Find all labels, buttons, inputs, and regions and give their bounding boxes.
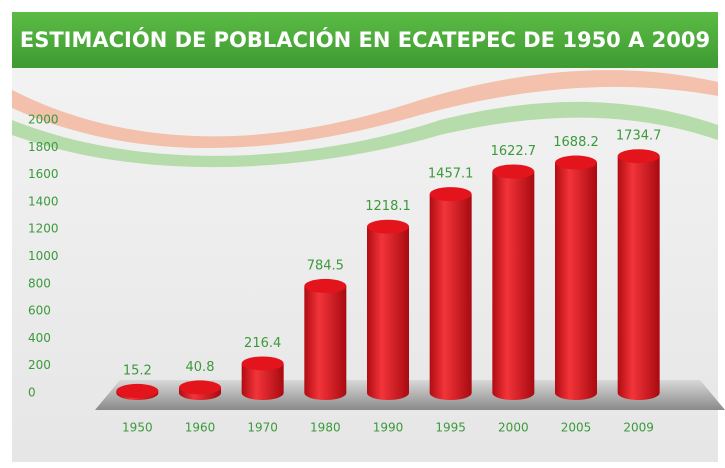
bar-top: [179, 380, 221, 394]
value-label: 1688.2: [553, 135, 599, 150]
bar-top: [367, 220, 409, 234]
bar: [367, 227, 409, 400]
bar: [304, 286, 346, 400]
bar: [430, 194, 472, 400]
bar: [555, 163, 597, 400]
chart: ESTIMACIÓN DE POBLACIÓN EN ECATEPEC DE 1…: [0, 0, 725, 468]
x-tick-label: 1990: [373, 421, 404, 435]
value-label: 1622.7: [491, 144, 537, 159]
bar-top: [304, 279, 346, 293]
y-tick-label: 1200: [28, 222, 59, 236]
y-tick-label: 200: [28, 358, 51, 372]
value-label: 784.5: [307, 258, 344, 273]
value-label: 1218.1: [365, 199, 411, 214]
y-tick-label: 1400: [28, 194, 59, 208]
x-tick-label: 1970: [247, 421, 278, 435]
bar: [492, 172, 534, 400]
value-label: 1734.7: [616, 129, 662, 144]
x-tick-label: 2009: [623, 421, 654, 435]
y-tick-label: 800: [28, 276, 51, 290]
y-tick-label: 1000: [28, 249, 59, 263]
x-tick-label: 1960: [185, 421, 216, 435]
x-tick-label: 2000: [498, 421, 529, 435]
bar: [618, 156, 660, 400]
bar-top: [430, 187, 472, 201]
bar-top: [555, 156, 597, 170]
y-tick-label: 600: [28, 304, 51, 318]
y-tick-label: 2000: [28, 113, 59, 127]
x-tick-label: 1950: [122, 421, 153, 435]
bar-top: [618, 149, 660, 163]
value-label: 1457.1: [428, 167, 474, 182]
y-tick-label: 0: [28, 386, 36, 400]
chart-title: ESTIMACIÓN DE POBLACIÓN EN ECATEPEC DE 1…: [20, 27, 710, 52]
x-tick-label: 2005: [561, 421, 592, 435]
value-label: 40.8: [186, 360, 215, 375]
bar-top: [116, 384, 158, 398]
x-tick-label: 1980: [310, 421, 341, 435]
y-tick-label: 1800: [28, 140, 59, 154]
y-tick-label: 1600: [28, 167, 59, 181]
x-tick-label: 1995: [435, 421, 466, 435]
bar-top: [492, 165, 534, 179]
value-label: 216.4: [244, 336, 281, 351]
y-tick-label: 400: [28, 331, 51, 345]
bar-top: [242, 356, 284, 370]
value-label: 15.2: [123, 363, 152, 378]
